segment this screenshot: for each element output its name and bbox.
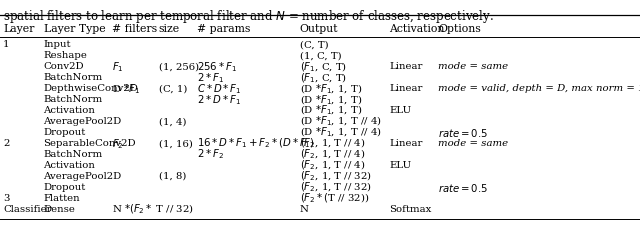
Text: # params: # params bbox=[197, 24, 250, 34]
Text: (1, C, T): (1, C, T) bbox=[300, 51, 341, 60]
Text: $rate = 0.5$: $rate = 0.5$ bbox=[438, 181, 488, 194]
Text: SeparableConv2D: SeparableConv2D bbox=[44, 139, 136, 148]
Text: AveragePool2D: AveragePool2D bbox=[44, 172, 122, 181]
Text: mode = valid, depth = D, max norm = 1: mode = valid, depth = D, max norm = 1 bbox=[438, 84, 640, 93]
Text: Linear: Linear bbox=[389, 84, 422, 93]
Text: $16 * D * F_1 + F_2 * (D * F_1)$: $16 * D * F_1 + F_2 * (D * F_1)$ bbox=[197, 137, 315, 150]
Text: Activation: Activation bbox=[44, 161, 95, 170]
Text: N $* (F_2 *$ T // 32): N $* (F_2 *$ T // 32) bbox=[112, 203, 194, 216]
Text: BatchNorm: BatchNorm bbox=[44, 73, 103, 82]
Text: N: N bbox=[300, 205, 308, 214]
Text: $(F_2$, 1, T // 32): $(F_2$, 1, T // 32) bbox=[300, 181, 371, 194]
Text: Dropout: Dropout bbox=[44, 183, 86, 192]
Text: ELU: ELU bbox=[389, 106, 412, 115]
Text: 1: 1 bbox=[3, 40, 10, 49]
Text: $256 * F_1$: $256 * F_1$ bbox=[197, 60, 237, 74]
Text: D $* F_1$: D $* F_1$ bbox=[112, 82, 140, 96]
Text: Activation: Activation bbox=[44, 106, 95, 115]
Text: $C * D * F_1$: $C * D * F_1$ bbox=[197, 82, 242, 96]
Text: Layer: Layer bbox=[3, 24, 35, 34]
Text: (D $* F_1$, 1, T): (D $* F_1$, 1, T) bbox=[300, 82, 362, 96]
Text: Dropout: Dropout bbox=[44, 128, 86, 137]
Text: Classifier: Classifier bbox=[3, 205, 52, 214]
Text: $F_1$: $F_1$ bbox=[112, 60, 124, 74]
Text: AveragePool2D: AveragePool2D bbox=[44, 117, 122, 126]
Text: Linear: Linear bbox=[389, 139, 422, 148]
Text: $rate = 0.5$: $rate = 0.5$ bbox=[438, 127, 488, 139]
Text: $2 * F_2$: $2 * F_2$ bbox=[197, 148, 224, 161]
Text: (1, 16): (1, 16) bbox=[159, 139, 193, 148]
Text: Output: Output bbox=[300, 24, 338, 34]
Text: $F_2$: $F_2$ bbox=[112, 137, 124, 151]
Text: size: size bbox=[159, 24, 180, 34]
Text: BatchNorm: BatchNorm bbox=[44, 95, 103, 104]
Text: (C, T): (C, T) bbox=[300, 40, 328, 49]
Text: $(F_1$, C, T): $(F_1$, C, T) bbox=[300, 60, 347, 74]
Text: $(F_2$, 1, T // 32): $(F_2$, 1, T // 32) bbox=[300, 170, 371, 183]
Text: Options: Options bbox=[438, 24, 481, 34]
Text: $2 * D * F_1$: $2 * D * F_1$ bbox=[197, 93, 241, 107]
Text: Linear: Linear bbox=[389, 62, 422, 71]
Text: Reshape: Reshape bbox=[44, 51, 88, 60]
Text: ELU: ELU bbox=[389, 161, 412, 170]
Text: (D $* F_1$, 1, T // 4): (D $* F_1$, 1, T // 4) bbox=[300, 115, 381, 128]
Text: (C, 1): (C, 1) bbox=[159, 84, 187, 93]
Text: (D $* F_1$, 1, T): (D $* F_1$, 1, T) bbox=[300, 104, 362, 118]
Text: 2: 2 bbox=[3, 139, 10, 148]
Text: $(F_2$, 1, T // 4): $(F_2$, 1, T // 4) bbox=[300, 159, 365, 172]
Text: # filters: # filters bbox=[112, 24, 157, 34]
Text: 3: 3 bbox=[3, 194, 10, 203]
Text: $(F_2 * ($T // 32)): $(F_2 * ($T // 32)) bbox=[300, 192, 369, 205]
Text: (1, 8): (1, 8) bbox=[159, 172, 186, 181]
Text: $(F_2$, 1, T // 4): $(F_2$, 1, T // 4) bbox=[300, 137, 365, 150]
Text: BatchNorm: BatchNorm bbox=[44, 150, 103, 159]
Text: Flatten: Flatten bbox=[44, 194, 80, 203]
Text: Input: Input bbox=[44, 40, 71, 49]
Text: $(F_1$, C, T): $(F_1$, C, T) bbox=[300, 71, 347, 84]
Text: (1, 256): (1, 256) bbox=[159, 62, 199, 71]
Text: Activation: Activation bbox=[389, 24, 445, 34]
Text: Softmax: Softmax bbox=[389, 205, 431, 214]
Text: $(F_2$, 1, T // 4): $(F_2$, 1, T // 4) bbox=[300, 148, 365, 161]
Text: spatial filters to learn per temporal filter and $N$ = number of classes, respec: spatial filters to learn per temporal fi… bbox=[3, 8, 494, 25]
Text: mode = same: mode = same bbox=[438, 62, 509, 71]
Text: Dense: Dense bbox=[44, 205, 76, 214]
Text: Conv2D: Conv2D bbox=[44, 62, 84, 71]
Text: (D $* F_1$, 1, T // 4): (D $* F_1$, 1, T // 4) bbox=[300, 126, 381, 139]
Text: DepthwiseConv2D: DepthwiseConv2D bbox=[44, 84, 138, 93]
Text: (1, 4): (1, 4) bbox=[159, 117, 186, 126]
Text: mode = same: mode = same bbox=[438, 139, 509, 148]
Text: Layer Type: Layer Type bbox=[44, 24, 105, 34]
Text: (D $* F_1$, 1, T): (D $* F_1$, 1, T) bbox=[300, 93, 362, 106]
Text: $2 * F_1$: $2 * F_1$ bbox=[197, 71, 224, 85]
